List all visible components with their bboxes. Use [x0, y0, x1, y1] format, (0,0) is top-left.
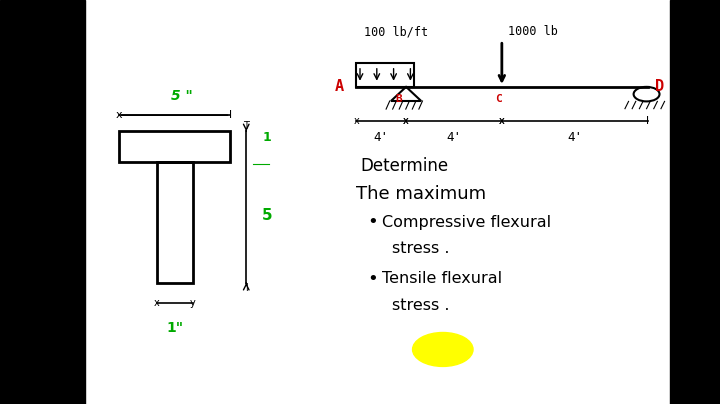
Text: l: l: [245, 283, 248, 293]
Text: x: x: [499, 116, 505, 126]
Text: 4': 4': [374, 131, 389, 144]
Text: Compressive flexural: Compressive flexural: [382, 215, 551, 230]
Text: •: •: [367, 213, 378, 231]
Text: A: A: [334, 79, 343, 95]
Text: stress .: stress .: [392, 297, 450, 313]
Text: T: T: [243, 121, 249, 131]
Text: 1000 lb: 1000 lb: [508, 25, 557, 38]
Text: 4': 4': [567, 131, 582, 144]
Bar: [0, 0, 85, 404]
Text: 4': 4': [446, 131, 462, 144]
Text: D: D: [655, 79, 665, 95]
Text: Determine: Determine: [360, 157, 448, 175]
Text: 5 ": 5 ": [171, 89, 193, 103]
Text: 1: 1: [262, 131, 271, 144]
Text: x: x: [354, 116, 359, 126]
Bar: [157, 162, 193, 283]
Bar: [356, 63, 414, 87]
Bar: [670, 0, 720, 404]
Text: 5: 5: [262, 208, 273, 223]
Bar: [119, 131, 230, 162]
Text: 1": 1": [166, 321, 184, 335]
Text: x: x: [403, 116, 409, 126]
Text: •: •: [367, 270, 378, 288]
Text: stress .: stress .: [392, 241, 450, 256]
Text: 100 lb/ft: 100 lb/ft: [364, 25, 428, 38]
Text: B: B: [396, 94, 402, 104]
Text: y: y: [190, 298, 196, 308]
Text: l: l: [229, 110, 232, 120]
Text: x: x: [403, 116, 409, 126]
Text: The maximum: The maximum: [356, 185, 487, 203]
Circle shape: [413, 332, 473, 366]
Text: Tensile flexural: Tensile flexural: [382, 271, 502, 286]
Text: x: x: [499, 116, 505, 126]
Text: x: x: [154, 298, 160, 308]
Text: x: x: [115, 110, 122, 120]
Text: C: C: [495, 94, 503, 104]
Text: l: l: [647, 116, 649, 126]
